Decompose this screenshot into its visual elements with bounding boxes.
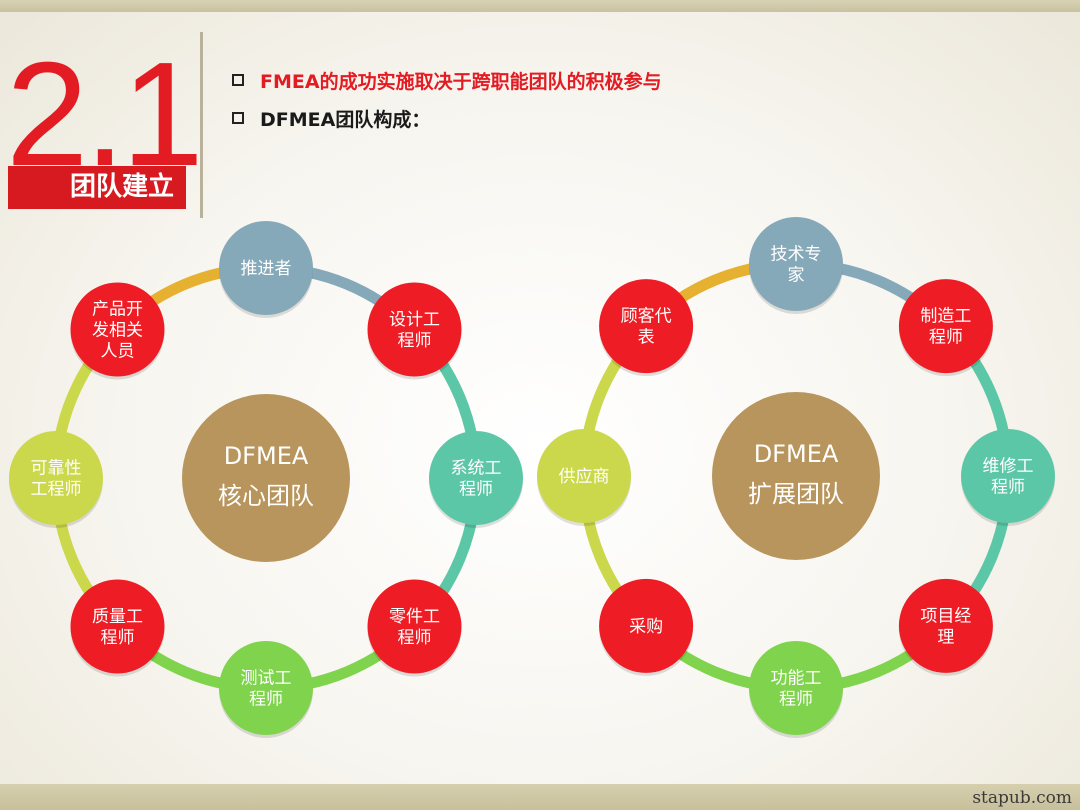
bullet-item-1: FMEA的成功实施取决于跨职能团队的积极参与 <box>232 66 662 94</box>
node-label-line: 系统工 <box>451 459 502 479</box>
checkbox-square-icon <box>232 112 244 124</box>
node-label-line: 程师 <box>779 690 813 710</box>
node-label-line: 产品开 <box>92 300 143 320</box>
center-label-line: 核心团队 <box>218 482 314 510</box>
team-member-node: 采购 <box>599 578 694 676</box>
center-circle <box>712 392 880 560</box>
node-circle <box>898 578 993 673</box>
node-circle <box>70 579 165 674</box>
bullet-text-1: FMEA的成功实施取决于跨职能团队的积极参与 <box>260 70 662 93</box>
node-label-line: 发相关 <box>92 321 143 341</box>
bullet-text-2: DFMEA团队构成： <box>260 108 431 131</box>
node-circle <box>599 578 694 673</box>
center-label-line: DFMEA <box>754 440 839 468</box>
node-circle <box>749 641 843 735</box>
diagram-2: DFMEA扩展团队技术专家制造工程师维修工程师项目经理功能工程师采购供应商顾客代… <box>537 217 1055 738</box>
node-label-line: 程师 <box>249 690 283 710</box>
node-label-line: 测试工 <box>241 669 292 689</box>
node-label-line: 采购 <box>629 617 663 637</box>
node-circle <box>599 279 694 374</box>
node-circle <box>429 431 523 525</box>
watermark: stapub.com <box>972 788 1072 808</box>
header-divider <box>200 32 203 218</box>
node-circle <box>961 429 1055 523</box>
team-member-node: 推进者 <box>219 221 313 318</box>
node-label-line: 技术专 <box>771 245 822 265</box>
node-label-line: 功能工 <box>771 669 822 689</box>
bottom-decorative-band <box>0 784 1080 810</box>
node-label-line: 人员 <box>101 342 135 362</box>
node-label-line: 家 <box>788 266 805 286</box>
checkbox-square-icon <box>232 74 244 86</box>
node-circle <box>219 221 313 315</box>
node-label-line: 理 <box>937 627 954 647</box>
node-label-line: 表 <box>638 328 655 348</box>
node-circle <box>367 282 462 377</box>
node-circle <box>749 217 843 311</box>
node-label-line: 程师 <box>459 480 493 500</box>
node-circle <box>219 641 313 735</box>
diagram-1: DFMEA核心团队推进者设计工程师系统工程师零件工程师测试工程师质量工程师可靠性… <box>9 221 523 738</box>
node-label-line: 维修工 <box>983 457 1034 477</box>
center-circle <box>182 394 350 562</box>
node-label-line: 项目经 <box>920 606 971 626</box>
node-circle <box>898 279 993 374</box>
node-label-line: 可靠性 <box>31 459 82 479</box>
node-circle <box>367 579 462 674</box>
section-number: 2.1 <box>6 32 204 197</box>
node-label-line: 设计工 <box>389 310 440 330</box>
node-label-line: 程师 <box>991 478 1025 498</box>
node-label-line: 程师 <box>929 328 963 348</box>
node-label-line: 制造工 <box>920 307 971 327</box>
node-label-line: 质量工 <box>92 607 143 627</box>
node-circle <box>537 429 631 523</box>
center-label-line: DFMEA <box>224 442 309 470</box>
node-label-line: 顾客代 <box>621 307 672 327</box>
bullet-item-2: DFMEA团队构成： <box>232 104 430 132</box>
node-label-line: 推进者 <box>241 259 292 279</box>
node-label-line: 零件工 <box>389 607 440 627</box>
section-title: 团队建立 <box>8 166 186 209</box>
center-label-line: 扩展团队 <box>748 480 844 508</box>
node-label-line: 程师 <box>398 331 432 351</box>
node-label-line: 程师 <box>101 628 135 648</box>
node-circle <box>70 282 165 377</box>
node-label-line: 程师 <box>398 628 432 648</box>
team-member-node: 供应商 <box>537 429 631 526</box>
node-label-line: 工程师 <box>31 480 82 500</box>
node-circle <box>9 431 103 525</box>
top-decorative-band <box>0 0 1080 12</box>
node-label-line: 供应商 <box>559 467 610 487</box>
